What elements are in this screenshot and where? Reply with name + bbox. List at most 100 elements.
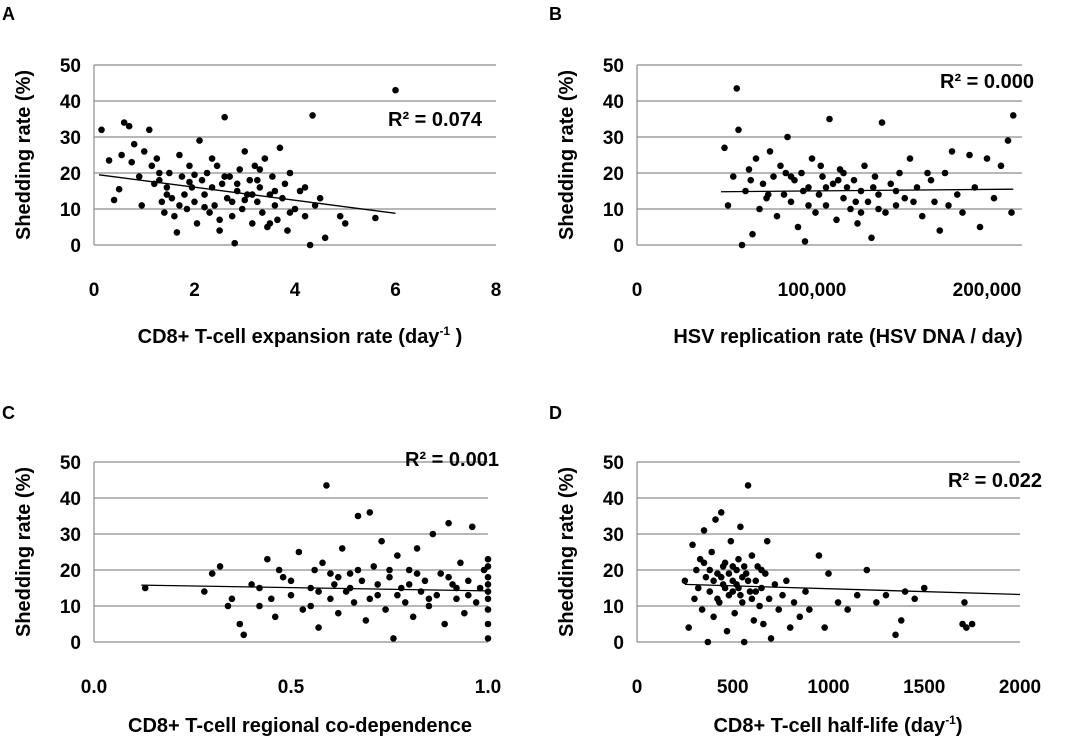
panel-c-point [465,577,472,585]
panel-c-point [484,581,492,588]
panel-d-point [681,577,689,585]
panel-d-point [739,599,746,606]
panel-c-point [445,573,452,581]
panel-b-point [875,191,882,198]
panel-a-point [241,148,249,155]
panel-a-point [208,155,216,162]
panel-c-point [327,595,334,603]
panel-b-point [852,198,860,206]
panel-a-point [153,155,161,162]
panel-c-point [315,588,322,595]
panel-b-point [745,166,753,173]
panel-a-point [276,144,284,152]
panel-a-point [198,176,206,184]
panel-c-point [433,591,441,599]
panel-a-xtick-label: 0 [89,280,100,301]
panel-c-point [484,606,492,613]
panel-b-point [910,198,917,206]
panel-d-xtick-label: 0 [632,677,643,698]
panel-d-point [706,588,714,595]
panel-d-point [700,527,708,534]
panel-b-ytick-label: 30 [603,128,624,149]
panel-a-point [110,196,118,204]
panel-d-point [763,537,771,545]
panel-c-point [453,584,460,592]
panel-b-point [840,194,847,202]
panel-b-point [784,133,791,141]
panel-a-point [118,151,125,159]
panel-d-point [892,631,899,639]
panel-d-point [714,595,721,603]
panel-c-point [437,570,445,577]
panel-c-grid [93,461,488,643]
panel-c-point [484,620,492,628]
panel-b-point [864,198,872,206]
panel-b-point [869,184,877,191]
panel-d-point [704,638,712,646]
panel-d-point [729,588,737,595]
panel-d-point [691,595,698,603]
panel-a-point [281,180,289,188]
panel-d-point [750,617,758,624]
panel-b-point [861,162,868,170]
panel-b-point [854,220,861,227]
panel-b-r2: R² = 0.000 [940,71,1034,93]
panel-d-point [853,591,861,599]
panel-b-point [829,180,837,188]
panel-a-point [228,212,236,220]
panel-c-point [401,599,409,606]
panel-a-point [140,148,148,155]
panel-d-xtick-label: 1500 [903,677,945,698]
panel-b-point [822,202,830,209]
panel-d-point [710,577,717,585]
panel-d-grid [636,461,1020,643]
panel-d-point [920,584,928,592]
panel-b-xlabel: HSV replication rate (HSV DNA / day) [673,326,1022,348]
panel-c-ytick-label: 0 [70,633,81,654]
panel-a-point [238,205,246,213]
panel-a-r2: R² = 0.074 [388,109,483,131]
panel-b-point [826,115,833,123]
panel-b-point [819,173,826,180]
panel-d-point [765,595,773,603]
panel-c-point [453,595,460,603]
panel-d-point [725,570,733,577]
panel-d-xticks: 0 500 1000 1500 2000 [632,677,1041,698]
panel-b-point [850,176,858,184]
panel-a-point [161,209,168,216]
panel-d-point [825,570,832,577]
panel-b-point [918,212,926,220]
panel-b-point [882,209,889,216]
panel-b-point [834,176,842,184]
panel-b-point [966,151,973,159]
panel-d-point [723,627,731,635]
panel-c-point [208,570,216,577]
panel-a-xlabel-suffix: ) [450,326,462,348]
panel-d-yticks: 0 10 20 30 40 50 [603,453,624,654]
panel-d-xlabel-sup: -1 [945,713,956,727]
panel-a-xticks: 0 2 4 6 8 [89,280,502,301]
panel-c-point [386,566,393,574]
panel-a-point [156,169,163,177]
panel-a-point [191,171,198,179]
panel-c-point [264,555,271,563]
panel-a-point [191,198,198,206]
panel-d-trendline [684,583,1021,596]
panel-d-point [758,566,765,574]
panel-d-point [873,599,880,606]
panel-c-ytick-label: 30 [60,525,81,546]
panel-c-point [425,602,433,610]
panel-b-point [1008,209,1015,216]
panel-b-yticks: 0 10 20 30 40 50 [603,56,624,257]
panel-d-point [698,606,706,613]
panel-b-point [953,191,961,198]
panel-a-point [203,169,211,177]
panel-c-point [350,599,358,606]
panel-d-point [739,573,746,581]
panel-a-trendline [98,174,396,214]
panel-c-point [366,595,374,603]
panel-a-point [274,216,281,224]
panel-d-xlabel-main: CD8+ T-cell half-life (day [713,715,946,737]
panel-b-point [983,155,991,162]
panel-a-grid [93,64,496,246]
